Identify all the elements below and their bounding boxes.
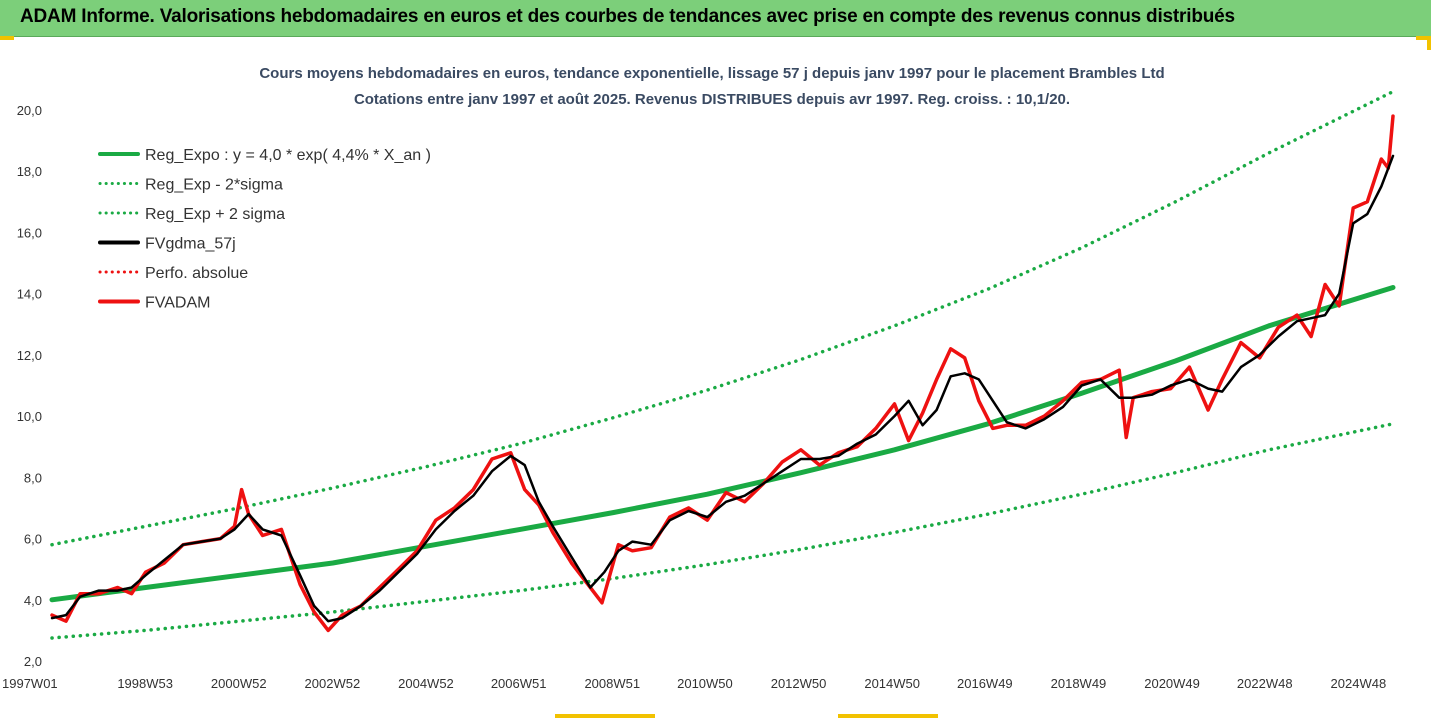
legend-label: Reg_Exp - 2*sigma	[145, 177, 283, 194]
y-tick-label: 4,0	[24, 593, 42, 608]
x-tick-label: 2018W49	[1051, 676, 1107, 691]
y-axis: 2,0 4,0 6,0 8,0 10,0 12,0 14,0 16,0 18,0 20,0	[17, 103, 42, 669]
legend-label: FVgdma_57j	[145, 236, 236, 253]
x-tick-label: 2000W52	[211, 676, 267, 691]
y-tick-label: 8,0	[24, 470, 42, 485]
corner-marker-right	[1427, 36, 1431, 50]
x-tick-label: 2002W52	[305, 676, 361, 691]
upper-band-line	[50, 89, 1395, 547]
banner-title: ADAM Informe. Valorisations hebdomadaire…	[20, 6, 1235, 27]
y-tick-label: 6,0	[24, 532, 42, 547]
x-tick-label: 2014W50	[864, 676, 920, 691]
x-tick-label: 2024W48	[1331, 676, 1387, 691]
x-tick-label: 2008W51	[584, 676, 640, 691]
y-tick-label: 10,0	[17, 409, 42, 424]
chart-title: Cours moyens hebdomadaires en euros, ten…	[259, 65, 1164, 82]
y-tick-label: 14,0	[17, 287, 42, 302]
x-tick-label: 2012W50	[771, 676, 827, 691]
corner-marker-top-right	[1416, 36, 1431, 40]
trend-line	[49, 285, 1396, 603]
corner-marker-top-left	[0, 36, 14, 40]
lower-band-line	[50, 422, 1395, 640]
chart-svg: Cours moyens hebdomadaires en euros, ten…	[2, 65, 1396, 691]
y-tick-label: 2,0	[24, 654, 42, 669]
y-tick-label: 20,0	[17, 103, 42, 118]
x-tick-label: 2020W49	[1144, 676, 1200, 691]
legend-label: Reg_Expo : y = 4,0 * exp( 4,4% * X_an )	[145, 147, 431, 164]
legend: Reg_Expo : y = 4,0 * exp( 4,4% * X_an ) R…	[98, 147, 431, 312]
x-tick-label: 2016W49	[957, 676, 1013, 691]
x-tick-label: 2010W50	[677, 676, 733, 691]
x-axis: 1997W01 1998W53 2000W52 2002W52 2004W52 2006W…	[2, 676, 1386, 691]
chart-subtitle: Cotations entre janv 1997 et août 2025. …	[354, 91, 1070, 108]
x-tick-label: 1998W53	[117, 676, 173, 691]
y-tick-label: 16,0	[17, 225, 42, 240]
x-tick-label: 2004W52	[398, 676, 454, 691]
title-banner: ADAM Informe. Valorisations hebdomadaire…	[0, 0, 1431, 37]
y-tick-label: 12,0	[17, 348, 42, 363]
bottom-marker-left	[555, 714, 655, 718]
bottom-marker-right	[838, 714, 938, 718]
price-line	[50, 114, 1395, 633]
x-tick-label: 2022W48	[1237, 676, 1293, 691]
y-tick-label: 18,0	[17, 164, 42, 179]
x-tick-label: 1997W01	[2, 676, 58, 691]
legend-label: Perfo. absolue	[145, 265, 248, 282]
legend-label: Reg_Exp + 2 sigma	[145, 206, 285, 223]
smoothed-line	[50, 154, 1395, 623]
x-tick-label: 2006W51	[491, 676, 547, 691]
chart-area: Cours moyens hebdomadaires en euros, ten…	[0, 36, 1431, 718]
legend-label: FVADAM	[145, 295, 210, 312]
series-lines	[49, 89, 1396, 640]
